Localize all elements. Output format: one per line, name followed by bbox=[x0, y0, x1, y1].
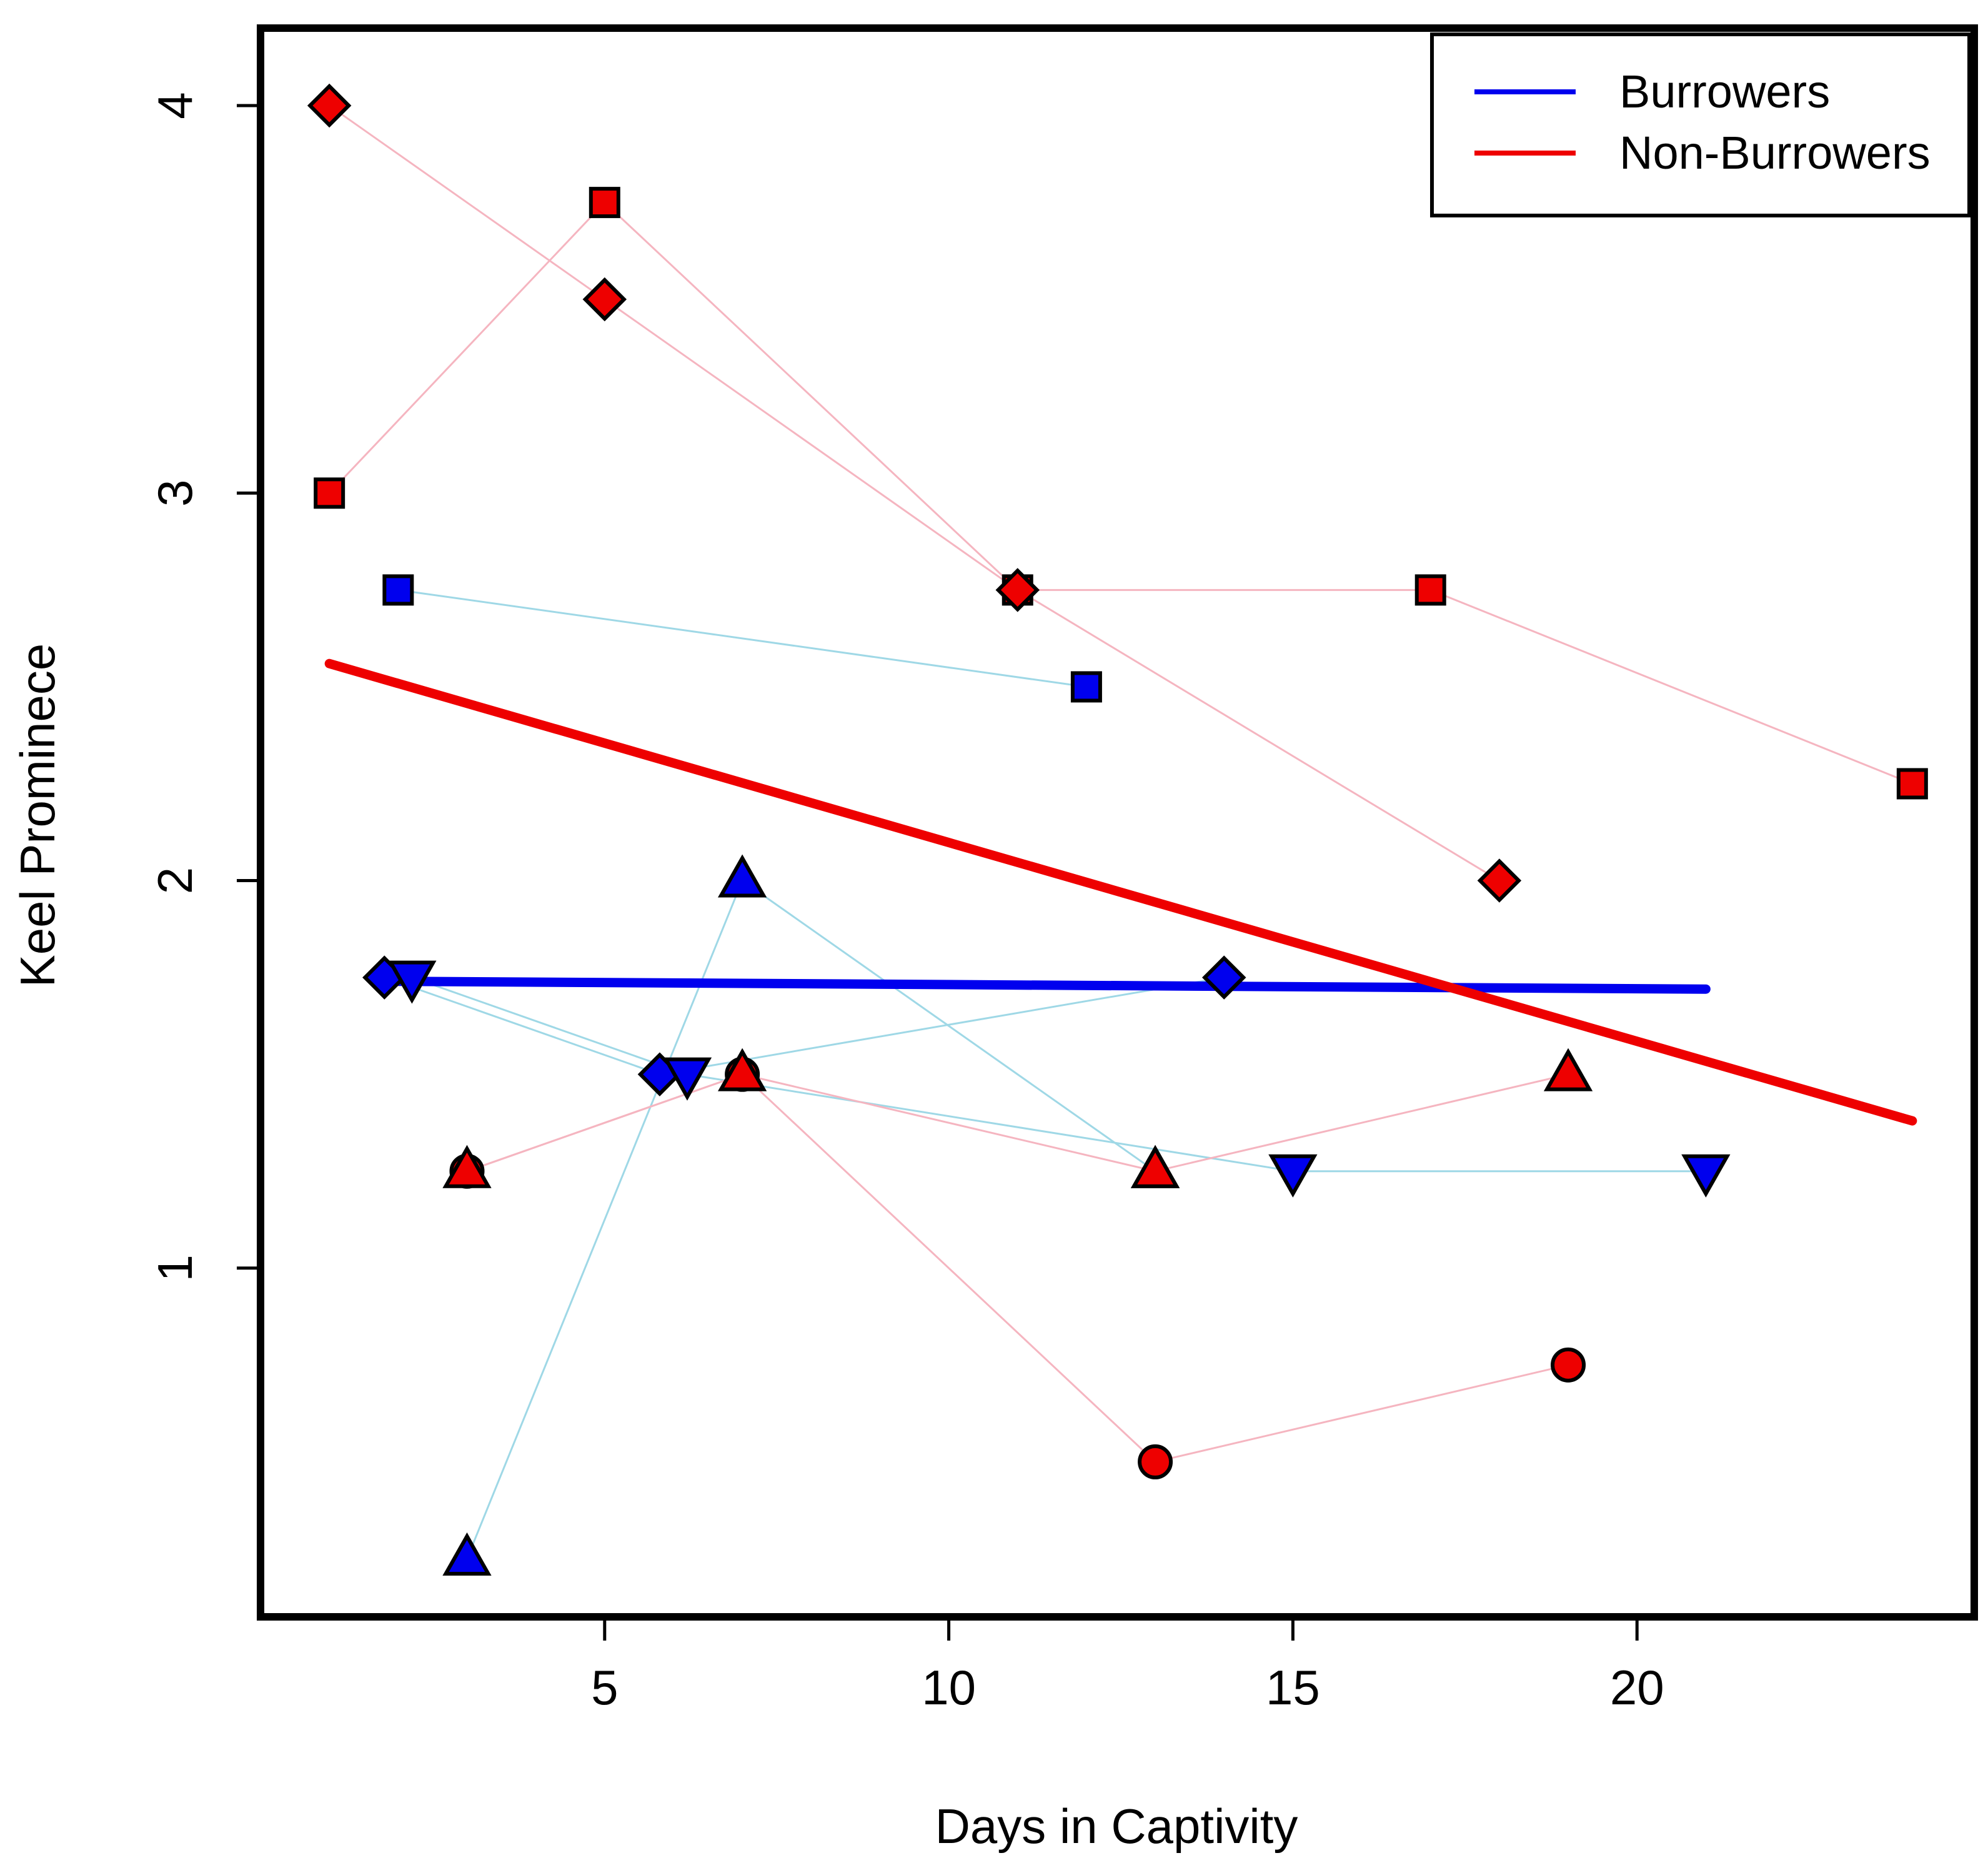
data-point-triangle-down bbox=[1268, 1154, 1318, 1198]
data-point-diamond bbox=[582, 277, 627, 322]
x-tick-label: 20 bbox=[1610, 1660, 1664, 1715]
data-point-triangle-down bbox=[1681, 1154, 1731, 1198]
y-tick-label: 2 bbox=[147, 867, 202, 894]
legend-box bbox=[1430, 32, 1971, 217]
trend-lines bbox=[324, 658, 1917, 1126]
data-point-triangle-up bbox=[1130, 1145, 1180, 1188]
axis-ticks: 5 10 15 20 1 2 3 4 bbox=[147, 92, 1664, 1715]
legend: Burrowers Non-Burrowers bbox=[1430, 32, 1971, 217]
series-connector-line bbox=[384, 976, 1225, 1076]
series-connector-line bbox=[329, 201, 1913, 785]
data-point-triangle-down bbox=[662, 1057, 712, 1101]
data-points bbox=[307, 83, 1928, 1576]
data-point-square bbox=[1896, 768, 1928, 800]
x-tick-label: 5 bbox=[591, 1660, 618, 1715]
y-tick-label: 1 bbox=[147, 1254, 202, 1281]
data-point-diamond bbox=[307, 83, 352, 128]
series-connector-line bbox=[329, 104, 1500, 882]
data-point-triangle-up bbox=[442, 1532, 492, 1576]
data-point-diamond bbox=[1477, 858, 1522, 903]
data-point-circle bbox=[1551, 1347, 1586, 1383]
series-connector-line bbox=[398, 589, 1087, 688]
series-connector-line bbox=[466, 1073, 1569, 1173]
x-tick-label: 10 bbox=[922, 1660, 976, 1715]
trend-line-non-burrowers bbox=[324, 658, 1917, 1126]
legend-non-burrowers-label: Non-Burrowers bbox=[1619, 127, 1931, 179]
data-point-square bbox=[382, 574, 414, 606]
data-point-diamond bbox=[1202, 955, 1246, 1000]
y-tick-label: 4 bbox=[147, 92, 202, 119]
connector-lines bbox=[329, 104, 1913, 1559]
data-point-triangle-up bbox=[1543, 1048, 1593, 1091]
data-point-square bbox=[1070, 671, 1102, 703]
y-axis-label: Keel Prominece bbox=[10, 643, 65, 988]
trend-line-burrowers bbox=[393, 976, 1711, 994]
data-point-diamond bbox=[995, 568, 1040, 612]
series-connector-line bbox=[466, 1073, 1569, 1463]
data-point-square bbox=[314, 477, 345, 509]
x-axis-label: Days in Captivity bbox=[935, 1799, 1298, 1854]
data-point-triangle-up bbox=[717, 854, 767, 898]
legend-burrowers-label: Burrowers bbox=[1619, 66, 1830, 117]
data-point-square bbox=[589, 187, 620, 219]
series-connector-line bbox=[411, 976, 1706, 1173]
data-point-square bbox=[1414, 574, 1446, 606]
data-point-triangle-up bbox=[442, 1145, 492, 1188]
data-point-circle bbox=[1138, 1444, 1173, 1479]
x-tick-label: 15 bbox=[1266, 1660, 1320, 1715]
plot-frame bbox=[257, 24, 1978, 1621]
y-tick-label: 3 bbox=[147, 480, 202, 507]
data-point-triangle-up bbox=[717, 1048, 767, 1091]
data-point-triangle-down bbox=[387, 960, 437, 1004]
